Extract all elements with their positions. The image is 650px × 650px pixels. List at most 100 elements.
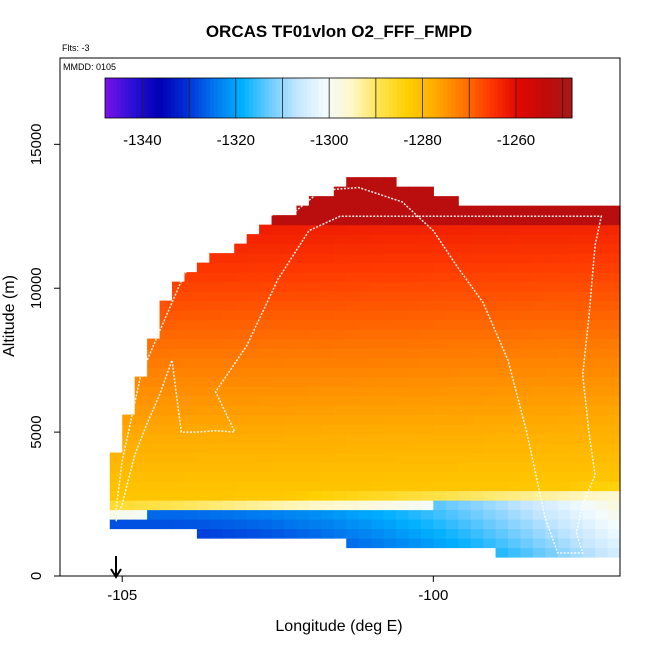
heat-cell	[271, 386, 285, 397]
colorbar-segment	[178, 78, 184, 118]
heat-cell	[296, 462, 310, 473]
heat-cell	[557, 405, 571, 416]
colorbar-segment	[501, 78, 507, 118]
heat-cell	[358, 234, 372, 245]
heat-cell	[333, 490, 347, 501]
colorbar-segment	[470, 78, 476, 118]
heat-cell	[333, 319, 347, 330]
heat-cell	[532, 462, 546, 473]
heat-cell	[458, 338, 472, 349]
heat-cell	[445, 243, 459, 254]
heat-cell	[371, 338, 385, 349]
heat-cell	[371, 376, 385, 387]
heat-cell	[570, 376, 584, 387]
heat-cell	[358, 424, 372, 435]
heat-cell	[545, 281, 559, 292]
colorbar-segment	[350, 78, 355, 118]
heat-cell	[458, 291, 472, 302]
heat-cell	[308, 481, 322, 492]
heat-cell	[383, 376, 397, 387]
heat-cell	[346, 376, 360, 387]
heat-cell	[159, 481, 173, 492]
heat-cell	[333, 376, 347, 387]
heat-cell	[420, 405, 434, 416]
heat-cell	[408, 481, 422, 492]
y-tick-label: 5000	[28, 415, 45, 448]
heat-cell	[470, 414, 484, 425]
heat-cell	[508, 481, 522, 492]
heat-cell	[358, 405, 372, 416]
heat-cell	[371, 243, 385, 254]
colorbar-segment	[474, 78, 480, 118]
heat-cell	[321, 443, 335, 454]
heat-cell	[445, 215, 459, 226]
heat-cell	[595, 424, 609, 435]
heat-cell	[383, 490, 397, 501]
heat-cell	[284, 414, 298, 425]
heat-cell	[433, 481, 447, 492]
heat-cell	[458, 376, 472, 387]
heat-cell	[271, 395, 285, 406]
heat-cell	[508, 272, 522, 283]
heat-cell	[607, 319, 621, 330]
colorbar-segment	[159, 78, 164, 118]
heat-cell	[196, 519, 210, 530]
heat-cell	[570, 357, 584, 368]
heat-cell	[172, 376, 186, 387]
heat-cell	[582, 500, 596, 511]
heat-cell	[321, 452, 335, 463]
heat-cell	[595, 509, 609, 520]
colorbar-segment	[151, 78, 157, 118]
heat-cell	[420, 338, 434, 349]
heat-cell	[209, 405, 223, 416]
heat-cell	[184, 452, 198, 463]
heat-cell	[259, 433, 273, 444]
heat-cell	[333, 243, 347, 254]
heat-cell	[383, 243, 397, 254]
colorbar-segment	[264, 78, 269, 118]
heat-cell	[396, 519, 410, 530]
heat-cell	[246, 329, 260, 340]
heat-cell	[346, 196, 360, 207]
heat-cell	[109, 462, 123, 473]
colorbar-segment	[256, 78, 262, 118]
colorbar-segment	[319, 78, 324, 118]
heat-cell	[371, 405, 385, 416]
heat-cell	[259, 253, 273, 264]
colorbar-tick-label: -1260	[497, 132, 535, 149]
heat-cell	[483, 405, 497, 416]
heat-cell	[483, 452, 497, 463]
heat-cell	[508, 367, 522, 378]
heat-cell	[483, 215, 497, 226]
heat-cell	[433, 300, 447, 311]
colorbar-segment	[252, 78, 258, 118]
heat-cell	[196, 500, 210, 511]
heat-cell	[408, 357, 422, 368]
heat-cell	[495, 253, 509, 264]
heat-cell	[172, 481, 186, 492]
heat-cell	[483, 291, 497, 302]
heat-cell	[408, 500, 422, 511]
heat-cell	[271, 443, 285, 454]
heat-cell	[209, 348, 223, 359]
heat-cell	[433, 509, 447, 520]
heat-cell	[346, 395, 360, 406]
heat-cell	[259, 310, 273, 321]
heat-cell	[358, 367, 372, 378]
heat-cell	[545, 262, 559, 273]
heat-cell	[308, 243, 322, 254]
heat-cell	[396, 291, 410, 302]
heat-cell	[246, 243, 260, 254]
colorbar-segment	[396, 78, 402, 118]
heat-cell	[284, 281, 298, 292]
heat-cell	[445, 300, 459, 311]
heat-cell	[284, 395, 298, 406]
heat-cell	[284, 509, 298, 520]
heat-cell	[483, 272, 497, 283]
heat-cell	[570, 253, 584, 264]
heat-cell	[396, 443, 410, 454]
heat-cell	[209, 519, 223, 530]
heat-cell	[420, 215, 434, 226]
heat-cell	[582, 471, 596, 482]
heat-cell	[408, 519, 422, 530]
